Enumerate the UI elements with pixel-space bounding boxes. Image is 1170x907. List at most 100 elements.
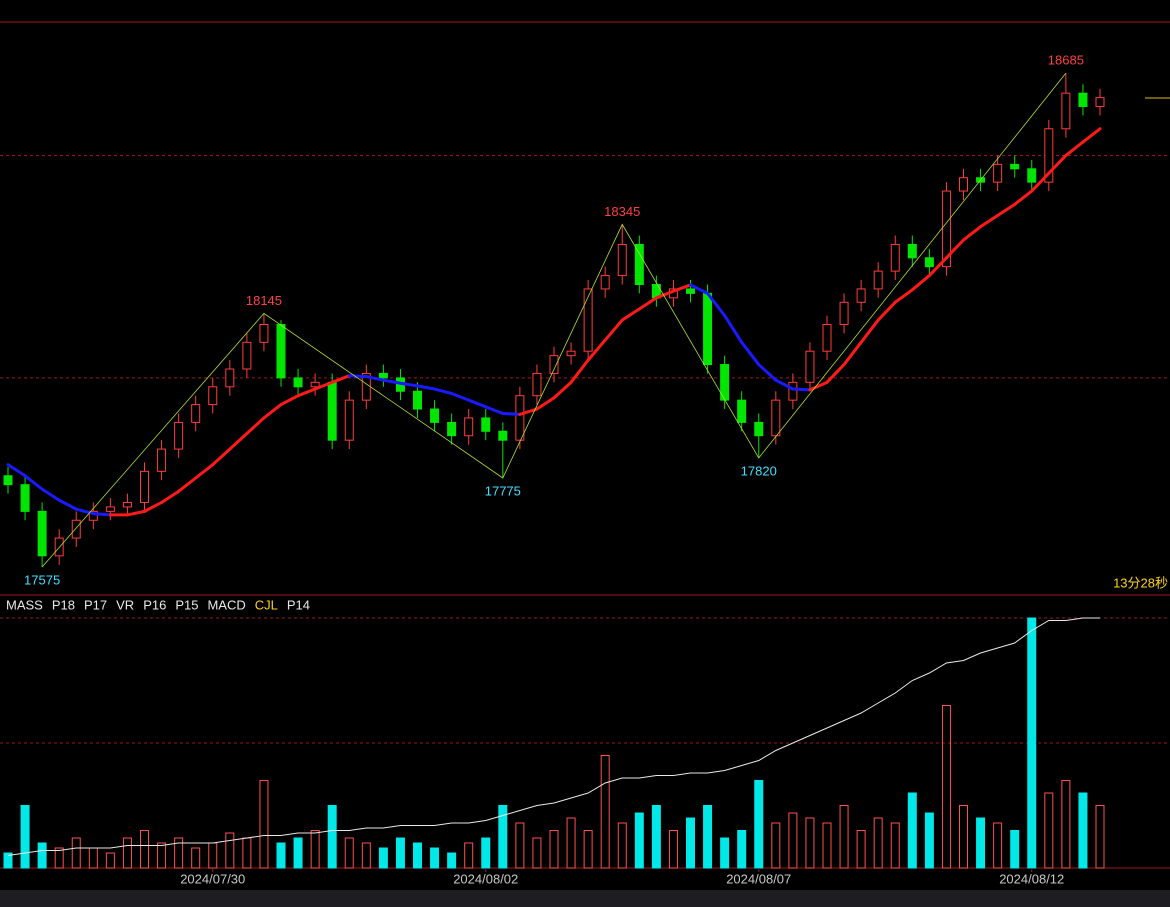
- ma-segment: [416, 384, 437, 391]
- candle-body: [788, 381, 798, 401]
- ma-segment: [433, 387, 454, 395]
- ma-segment: [398, 381, 419, 388]
- ma-segment: [671, 283, 692, 293]
- candle-body: [293, 377, 303, 388]
- candle-body: [481, 417, 491, 432]
- ma-segment: [791, 387, 812, 392]
- ma-segment: [774, 378, 795, 391]
- countdown: 13分28秒: [1113, 575, 1168, 590]
- ma-segment: [740, 340, 761, 367]
- candle-body: [686, 288, 695, 294]
- volume-bar: [122, 837, 132, 869]
- ma-segment: [689, 283, 710, 295]
- candle-body: [259, 324, 269, 343]
- volume-bar: [37, 842, 47, 869]
- indicator-tab[interactable]: MASS: [6, 597, 43, 612]
- candle-body: [634, 243, 644, 285]
- volume-bar: [1027, 617, 1037, 869]
- candle-body: [754, 421, 764, 437]
- candle-body: [822, 324, 832, 352]
- volume-bar: [907, 792, 917, 869]
- candle-body: [805, 350, 815, 383]
- volume-bar: [1095, 805, 1105, 869]
- indicator-tab[interactable]: MACD: [207, 597, 245, 612]
- ma-segment: [74, 507, 95, 516]
- indicator-tab[interactable]: P16: [143, 597, 166, 612]
- candle-body: [498, 430, 508, 441]
- candle-body: [242, 341, 252, 370]
- volume-line: [7, 617, 1100, 856]
- ma-segment: [228, 432, 249, 451]
- volume-bar: [105, 852, 115, 869]
- volume-bar: [873, 817, 883, 869]
- volume-bar: [583, 830, 593, 869]
- ma-segment: [501, 411, 522, 416]
- indicator-tab[interactable]: P18: [52, 597, 75, 612]
- ma-segment: [808, 380, 829, 392]
- volume-bar: [566, 817, 576, 869]
- indicator-tab[interactable]: P17: [84, 597, 107, 612]
- ma-segment: [910, 274, 931, 292]
- ma-segment: [279, 394, 300, 407]
- candle-body: [276, 324, 286, 379]
- candle-body: [941, 190, 951, 268]
- candle-body: [617, 243, 627, 277]
- ma-segment: [962, 225, 983, 242]
- candle-body: [447, 421, 457, 437]
- ma-segment: [296, 387, 317, 398]
- volume-bar: [430, 847, 440, 869]
- indicator-tab[interactable]: P14: [287, 597, 310, 612]
- volume-bar: [157, 842, 167, 869]
- ma-segment: [313, 380, 334, 391]
- volume-bar: [225, 832, 235, 869]
- candle-body: [583, 288, 593, 352]
- volume-bar: [788, 812, 798, 869]
- candle-body: [737, 399, 747, 423]
- volume-bar: [532, 837, 542, 869]
- volume-bar: [651, 805, 661, 869]
- volume-bar: [71, 837, 81, 869]
- indicator-tab[interactable]: P15: [175, 597, 198, 612]
- ma-segment: [125, 509, 146, 517]
- candle-body: [993, 163, 1003, 183]
- indicator-tab[interactable]: VR: [116, 597, 134, 612]
- ma-segment: [347, 374, 368, 379]
- candle-body: [1044, 128, 1054, 183]
- volume-bar: [20, 805, 30, 869]
- volume-bar: [498, 805, 508, 869]
- volume-bar: [3, 852, 13, 869]
- ma-segment: [467, 398, 488, 409]
- volume-bar: [378, 847, 388, 869]
- ma-segment: [706, 291, 727, 318]
- ma-segment: [330, 374, 351, 384]
- volume-bar: [361, 842, 371, 869]
- indicator-tab[interactable]: CJL: [255, 597, 278, 612]
- ma-segment: [757, 363, 778, 382]
- ma-segment: [177, 476, 198, 493]
- ma-segment: [1013, 189, 1034, 206]
- pivot-label: 18145: [246, 293, 282, 308]
- candle-body: [20, 484, 30, 512]
- volume-bar: [191, 847, 201, 869]
- ma-segment: [842, 340, 863, 367]
- volume-bar: [720, 837, 730, 869]
- ma-segment: [160, 489, 181, 504]
- ma-segment: [535, 396, 556, 411]
- volume-bar: [140, 830, 149, 869]
- candle-body: [1027, 168, 1037, 183]
- candle-body: [71, 519, 81, 539]
- volume-bar: [259, 780, 269, 869]
- ma-segment: [654, 289, 675, 300]
- volume-bar: [327, 805, 337, 869]
- candle-body: [191, 404, 201, 423]
- volume-bar: [515, 822, 525, 869]
- candle-body: [430, 408, 440, 423]
- volume-bar: [976, 817, 986, 869]
- pivot-label: 17820: [741, 463, 777, 478]
- candle-body: [856, 288, 866, 303]
- ma-segment: [944, 238, 965, 260]
- x-tick-label: 2024/08/07: [726, 871, 791, 886]
- volume-bar: [771, 822, 781, 869]
